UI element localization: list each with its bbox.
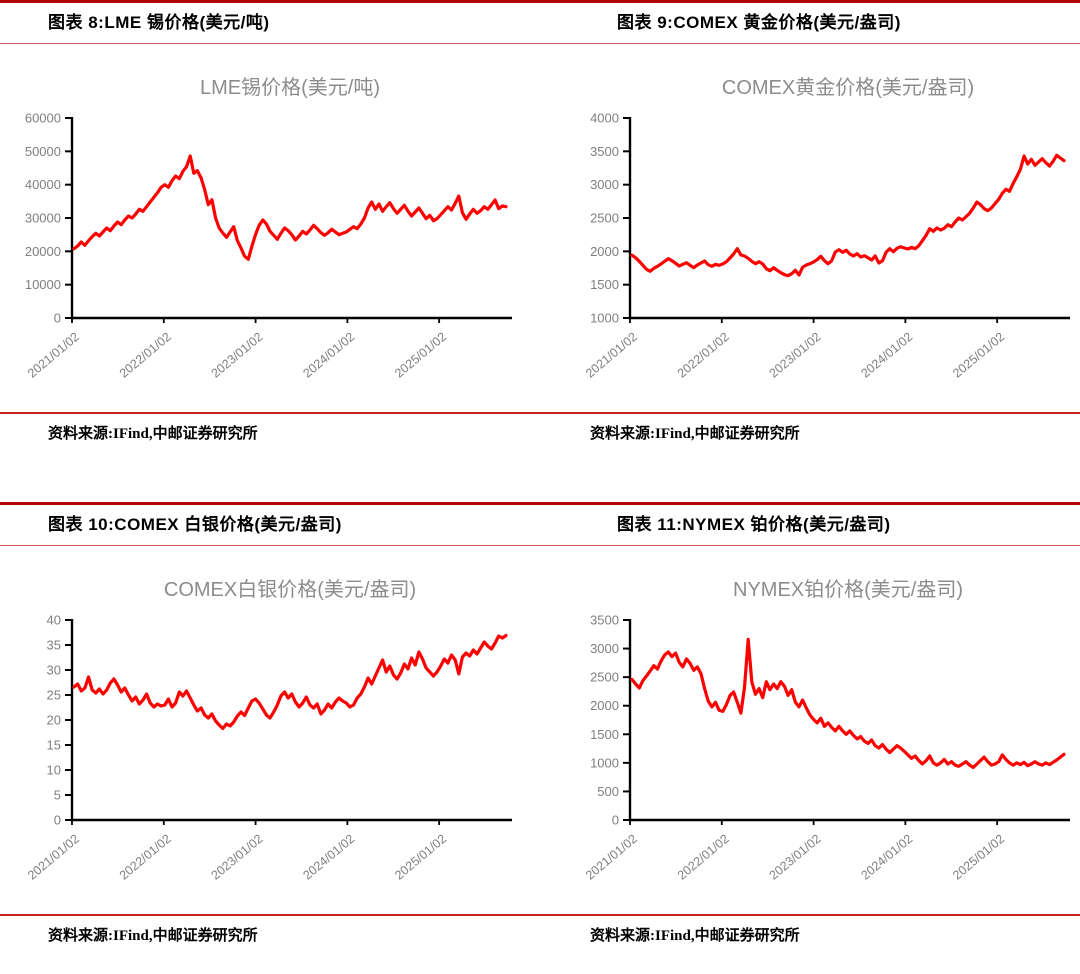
chart-title-comex-gold: COMEX黄金价格(美元/盎司): [721, 77, 975, 99]
svg-text:2021/01/02: 2021/01/02: [25, 330, 82, 381]
line-chart-comex-silver: 0 5 10 15 20 25 30 35 40 2021/01/02 2022/01/02 2023…: [25, 613, 512, 883]
svg-text:3000: 3000: [590, 177, 619, 192]
chart-nymex-platinum: NYMEX铂价格(美元/盎司) 0 500 1000 1500 2000 2500 3000…: [540, 546, 1080, 900]
source-note-figure-9: 资料来源:IFind,中邮证券研究所: [590, 426, 800, 442]
chart-title-comex-silver: COMEX白银价格(美元/盎司): [163, 579, 417, 601]
svg-text:2022/01/02: 2022/01/02: [117, 832, 174, 883]
svg-text:30000: 30000: [25, 211, 61, 226]
svg-text:2025/01/02: 2025/01/02: [950, 832, 1007, 883]
svg-text:2500: 2500: [590, 670, 619, 685]
svg-text:2025/01/02: 2025/01/02: [392, 330, 449, 381]
svg-text:2023/01/02: 2023/01/02: [767, 832, 824, 883]
svg-text:50000: 50000: [25, 144, 61, 159]
svg-text:1500: 1500: [590, 277, 619, 292]
figure-9-header: 图表 9:COMEX 黄金价格(美元/盎司): [617, 13, 901, 32]
svg-text:0: 0: [54, 311, 61, 326]
svg-text:2023/01/02: 2023/01/02: [767, 330, 824, 381]
svg-text:1500: 1500: [590, 727, 619, 742]
figure-11-header: 图表 11:NYMEX 铂价格(美元/盎司): [617, 515, 891, 534]
svg-text:3500: 3500: [590, 144, 619, 159]
svg-text:40000: 40000: [25, 177, 61, 192]
svg-text:1000: 1000: [590, 311, 619, 326]
svg-text:2024/01/02: 2024/01/02: [858, 832, 915, 883]
svg-text:5: 5: [54, 788, 61, 803]
svg-text:2500: 2500: [590, 211, 619, 226]
svg-text:2021/01/02: 2021/01/02: [583, 330, 640, 381]
svg-text:3000: 3000: [590, 641, 619, 656]
svg-text:30: 30: [47, 663, 61, 678]
svg-text:3500: 3500: [590, 613, 619, 628]
chart-comex-silver: COMEX白银价格(美元/盎司) 0 5 10 15 20 25 30 35 40 2021/01…: [0, 546, 540, 900]
svg-text:2025/01/02: 2025/01/02: [392, 832, 449, 883]
source-note-figure-11: 资料来源:IFind,中邮证券研究所: [590, 928, 800, 944]
line-chart-nymex-platinum: 0 500 1000 1500 2000 2500 3000 3500 2021/01/02 20…: [583, 613, 1070, 883]
source-note-figure-10: 资料来源:IFind,中邮证券研究所: [48, 928, 258, 944]
svg-text:20000: 20000: [25, 244, 61, 259]
svg-text:2024/01/02: 2024/01/02: [300, 832, 357, 883]
svg-text:60000: 60000: [25, 111, 61, 126]
figure-10-header: 图表 10:COMEX 白银价格(美元/盎司): [48, 515, 342, 534]
figure-8-header: 图表 8:LME 锡价格(美元/吨): [48, 13, 270, 32]
svg-text:0: 0: [612, 813, 619, 828]
svg-text:35: 35: [47, 638, 61, 653]
source-note-figure-8: 资料来源:IFind,中邮证券研究所: [48, 426, 258, 442]
svg-text:2000: 2000: [590, 698, 619, 713]
charts-row-1: LME锡价格(美元/吨) 0 10000 20000 30000 40000 50000 6…: [0, 44, 1080, 412]
svg-text:2022/01/02: 2022/01/02: [117, 330, 174, 381]
figure-header-row-1: 图表 8:LME 锡价格(美元/吨) 图表 9:COMEX 黄金价格(美元/盎司…: [0, 0, 1080, 44]
line-chart-lme-tin: 0 10000 20000 30000 40000 50000 60000 2021/01/0…: [25, 111, 512, 381]
chart-comex-gold: COMEX黄金价格(美元/盎司) 1000 1500 2000 2500 3000 350…: [540, 44, 1080, 398]
svg-text:2025/01/02: 2025/01/02: [950, 330, 1007, 381]
svg-text:2024/01/02: 2024/01/02: [300, 330, 357, 381]
svg-text:1000: 1000: [590, 755, 619, 770]
svg-text:2024/01/02: 2024/01/02: [858, 330, 915, 381]
svg-text:40: 40: [47, 613, 61, 628]
svg-text:20: 20: [47, 713, 61, 728]
line-chart-comex-gold: 1000 1500 2000 2500 3000 3500 4000 2021/01/02 20…: [583, 111, 1070, 381]
svg-text:10: 10: [47, 763, 61, 778]
svg-text:2000: 2000: [590, 244, 619, 259]
svg-text:2023/01/02: 2023/01/02: [209, 330, 266, 381]
chart-title-nymex-platinum: NYMEX铂价格(美元/盎司): [733, 579, 963, 601]
svg-text:2021/01/02: 2021/01/02: [25, 832, 82, 883]
chart-title-lme-tin: LME锡价格(美元/吨): [200, 77, 380, 99]
source-row-2: 资料来源:IFind,中邮证券研究所 资料来源:IFind,中邮证券研究所: [0, 914, 1080, 956]
svg-text:2021/01/02: 2021/01/02: [583, 832, 640, 883]
chart-lme-tin: LME锡价格(美元/吨) 0 10000 20000 30000 40000 50000 6…: [0, 44, 540, 398]
svg-text:500: 500: [597, 784, 619, 799]
row-gap: [0, 472, 1080, 502]
charts-row-2: COMEX白银价格(美元/盎司) 0 5 10 15 20 25 30 35 40 2021/01…: [0, 546, 1080, 914]
svg-text:2023/01/02: 2023/01/02: [209, 832, 266, 883]
svg-text:15: 15: [47, 738, 61, 753]
svg-text:25: 25: [47, 688, 61, 703]
svg-text:2022/01/02: 2022/01/02: [675, 832, 732, 883]
svg-text:0: 0: [54, 813, 61, 828]
source-row-1: 资料来源:IFind,中邮证券研究所 资料来源:IFind,中邮证券研究所: [0, 412, 1080, 472]
svg-text:2022/01/02: 2022/01/02: [675, 330, 732, 381]
figure-header-row-2: 图表 10:COMEX 白银价格(美元/盎司) 图表 11:NYMEX 铂价格(…: [0, 502, 1080, 546]
svg-text:4000: 4000: [590, 111, 619, 126]
svg-text:10000: 10000: [25, 277, 61, 292]
